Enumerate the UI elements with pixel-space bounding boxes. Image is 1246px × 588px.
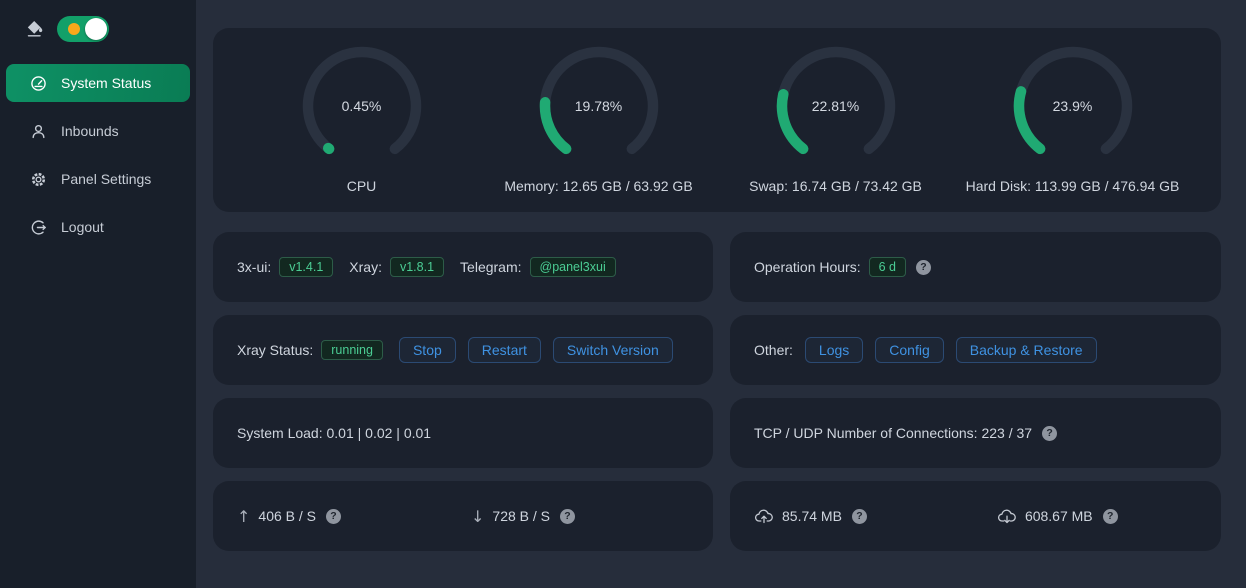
bg-colors-icon: [27, 20, 45, 38]
memory-percent: 19.78%: [574, 98, 623, 114]
question-icon[interactable]: ?: [1102, 508, 1118, 524]
cpu-percent: 0.45%: [341, 98, 382, 114]
sidebar-item-inbounds[interactable]: Inbounds: [6, 112, 190, 150]
upload-speed-group: ↑ 406 B / S ?: [237, 507, 341, 526]
sun-icon: [68, 23, 80, 35]
resource-gauges-card: 0.45% CPU 19.78% Memory: 12.65 GB / 63.9…: [213, 28, 1221, 212]
sidebar-item-logout[interactable]: Logout: [6, 208, 190, 246]
xray-status-label: Xray Status:: [237, 342, 314, 358]
xray-status-card: Xray Status: running Stop Restart Switch…: [213, 315, 713, 385]
user-icon: [30, 123, 47, 140]
download-speed-value: 728 B / S: [492, 508, 550, 524]
restart-button[interactable]: Restart: [467, 337, 541, 363]
stop-button[interactable]: Stop: [398, 337, 456, 363]
sidebar-item-system-status[interactable]: System Status: [6, 64, 190, 102]
upload-speed-value: 406 B / S: [258, 508, 316, 524]
arrow-down-icon: ↓: [471, 506, 485, 526]
swap-label: Swap: 16.74 GB / 73.42 GB: [749, 178, 922, 194]
cpu-label: CPU: [346, 178, 377, 194]
sidebar-item-label: Logout: [61, 219, 104, 235]
connections-text: TCP / UDP Number of Connections: 223 / 3…: [754, 425, 1033, 441]
logout-icon: [30, 219, 47, 236]
total-download-value: 608.67 MB: [1024, 508, 1093, 524]
operation-hours-value-tag: 6 d: [868, 257, 906, 277]
cloud-download-icon: [997, 508, 1017, 524]
swap-gauge: 22.81% Swap: 16.74 GB / 73.42 GB: [749, 46, 922, 194]
logs-button[interactable]: Logs: [804, 337, 864, 363]
xray-label: Xray:: [349, 259, 382, 275]
other-actions-card: Other: Logs Config Backup & Restore: [730, 315, 1221, 385]
xui-version-tag: v1.4.1: [279, 257, 334, 277]
total-download-group: 608.67 MB ?: [997, 508, 1118, 524]
config-button[interactable]: Config: [875, 337, 944, 363]
disk-label: Hard Disk: 113.99 GB / 476.94 GB: [965, 178, 1180, 194]
xray-version-tag: v1.8.1: [389, 257, 445, 277]
disk-gauge: 23.9% Hard Disk: 113.99 GB / 476.94 GB: [965, 46, 1180, 194]
network-total-card: 85.74 MB ? 608.67 MB ?: [730, 481, 1221, 551]
cpu-gauge: 0.45% CPU: [302, 46, 422, 194]
operation-hours-label: Operation Hours:: [754, 259, 861, 275]
sidebar-item-label: Inbounds: [61, 123, 119, 139]
system-load-text: System Load: 0.01 | 0.02 | 0.01: [237, 425, 432, 441]
total-upload-value: 85.74 MB: [782, 508, 842, 524]
xui-label: 3x-ui:: [237, 259, 272, 275]
disk-percent: 23.9%: [1052, 98, 1093, 114]
swap-percent: 22.81%: [811, 98, 860, 114]
sidebar-item-label: System Status: [61, 75, 152, 91]
question-icon[interactable]: ?: [1042, 425, 1058, 441]
xray-status-tag: running: [321, 340, 383, 360]
other-label: Other:: [754, 342, 793, 358]
toggle-knob: [85, 18, 107, 40]
question-icon[interactable]: ?: [326, 508, 341, 524]
system-load-card: System Load: 0.01 | 0.02 | 0.01: [213, 398, 713, 468]
sidebar-item-label: Panel Settings: [61, 171, 152, 187]
question-icon[interactable]: ?: [916, 259, 931, 275]
dashboard-icon: [30, 75, 47, 92]
connections-card: TCP / UDP Number of Connections: 223 / 3…: [730, 398, 1221, 468]
question-icon[interactable]: ?: [851, 508, 867, 524]
telegram-label: Telegram:: [460, 259, 522, 275]
switch-version-button[interactable]: Switch Version: [552, 337, 673, 363]
telegram-handle-tag[interactable]: @panel3xui: [529, 257, 616, 277]
operation-hours-card: Operation Hours: 6 d ?: [730, 232, 1221, 302]
question-icon[interactable]: ?: [560, 508, 575, 524]
main-content: 0.45% CPU 19.78% Memory: 12.65 GB / 63.9…: [196, 0, 1246, 588]
theme-toggle-row: [0, 14, 196, 54]
versions-card: 3x-ui: v1.4.1 Xray: v1.8.1 Telegram: @pa…: [213, 232, 713, 302]
total-upload-group: 85.74 MB ?: [754, 508, 867, 524]
sidebar: System Status Inbounds Panel Settings: [0, 0, 196, 588]
network-speed-card: ↑ 406 B / S ? ↓ 728 B / S ?: [213, 481, 713, 551]
sidebar-item-panel-settings[interactable]: Panel Settings: [6, 160, 190, 198]
backup-restore-button[interactable]: Backup & Restore: [955, 337, 1097, 363]
download-speed-group: ↓ 728 B / S ?: [471, 507, 575, 526]
memory-gauge: 19.78% Memory: 12.65 GB / 63.92 GB: [504, 46, 693, 194]
arrow-up-icon: ↑: [237, 506, 251, 526]
memory-label: Memory: 12.65 GB / 63.92 GB: [504, 178, 693, 194]
dark-mode-toggle[interactable]: [57, 16, 109, 42]
cloud-upload-icon: [754, 508, 774, 524]
gear-icon: [30, 171, 47, 188]
